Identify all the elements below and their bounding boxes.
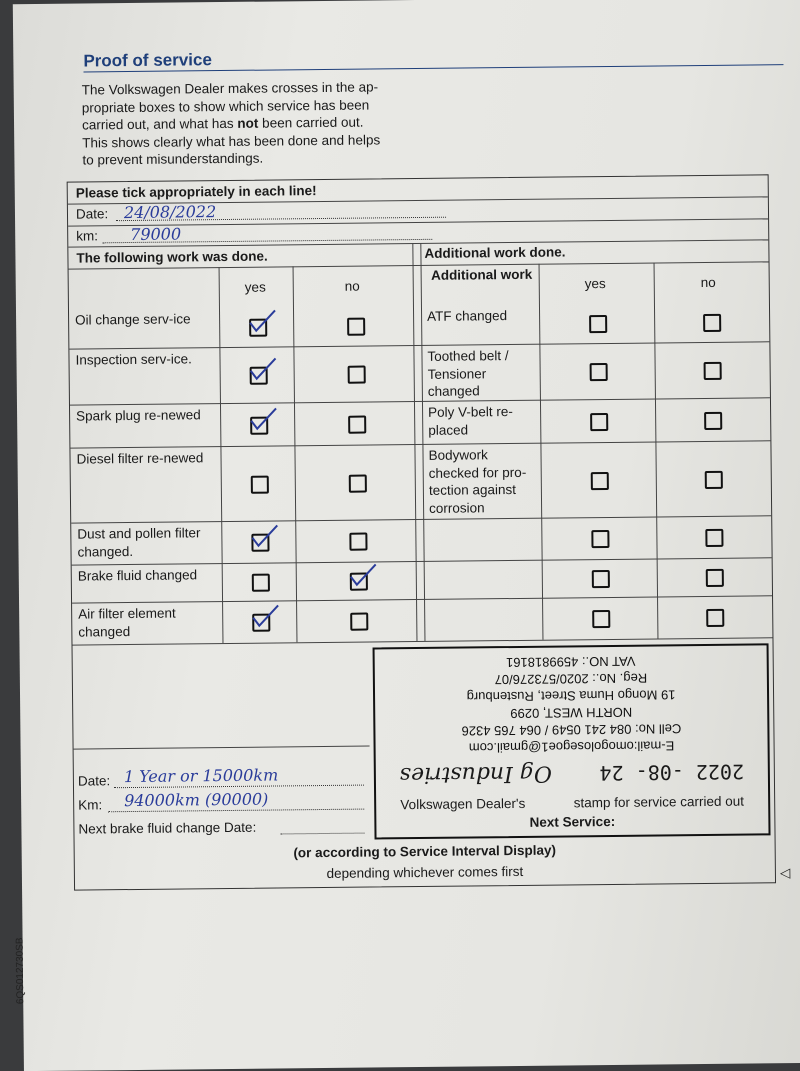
interval-note: (or according to Service Interval Displa… [293, 842, 557, 861]
no-header: no [700, 274, 716, 291]
right-row-label: Bodywork checked for pro-tection against… [428, 447, 527, 516]
left-row-label: Diesel filter re-newed [76, 450, 204, 467]
right-yes-checkbox[interactable] [590, 471, 609, 490]
right-heading: Additional work done. [424, 244, 566, 261]
left-no-checkbox[interactable] [347, 365, 366, 384]
right-row-label: Poly V-belt re-placed [428, 404, 513, 438]
left-no-checkbox[interactable] [347, 317, 366, 336]
intro-text: The Volkswagen Dealer makes crosses in t… [81, 79, 381, 168]
service-table: Please tick appropriately in each line! … [66, 174, 777, 891]
left-no-checkbox[interactable] [350, 612, 369, 631]
right-row-label [430, 563, 540, 564]
right-no-checkbox[interactable] [705, 568, 724, 587]
right-row-label [429, 521, 539, 522]
right-yes-checkbox[interactable] [589, 363, 608, 382]
brake-fluid-label: Next brake fluid change Date: [78, 819, 257, 837]
next-date-label: Date: [77, 773, 111, 789]
left-row-label: Inspection serv-ice. [75, 351, 192, 368]
tick-mark-icon [247, 357, 277, 381]
next-page-arrow-icon[interactable]: ◁ [779, 865, 791, 881]
km-label: km: [76, 228, 99, 244]
next-km-label: Km: [78, 797, 103, 813]
right-no-checkbox[interactable] [705, 528, 724, 547]
right-no-checkbox[interactable] [703, 313, 722, 333]
stamp-date: 2022 -08- 24 [599, 759, 745, 786]
brake-dotted-line [280, 832, 365, 835]
no-header: no [344, 278, 360, 294]
right-no-checkbox[interactable] [704, 411, 723, 430]
stamp-caption: Volkswagen Dealer's [400, 795, 526, 812]
tick-mark-icon [249, 523, 278, 548]
right-row-label: ATF changed [426, 308, 508, 324]
left-heading: The following work was done. [76, 248, 268, 266]
left-no-checkbox[interactable] [348, 415, 367, 434]
instruction: Please tick appropriately in each line! [75, 183, 317, 201]
left-no-checkbox[interactable] [348, 474, 367, 493]
left-row-label: Oil change serv-ice [75, 311, 191, 328]
right-row-label [430, 601, 540, 602]
left-yes-checkbox[interactable] [250, 475, 269, 494]
right-yes-checkbox[interactable] [590, 412, 609, 431]
right-no-checkbox[interactable] [706, 608, 725, 627]
right-row-label: Toothed belt / Tensioner changed [427, 348, 509, 399]
left-row-label: Air filter element changed [78, 605, 176, 640]
next-service-km[interactable]: 94000km (90000) [124, 789, 269, 811]
tick-mark-icon [247, 309, 276, 333]
right-no-checkbox[interactable] [703, 361, 722, 381]
left-row-label: Brake fluid changed [77, 567, 198, 584]
service-booklet-page: Proof of service The Volkswagen Dealer m… [12, 0, 800, 1071]
dealer-stamp: E-mail:omogolosegoe1@gmail.com Cell No: … [372, 643, 771, 840]
stamp-caption: stamp for service carried out [573, 793, 745, 810]
next-service-label: Next Service: [529, 813, 616, 830]
right-yes-checkbox[interactable] [591, 569, 610, 589]
tick-mark-icon [250, 603, 279, 628]
page-title: Proof of service [83, 50, 212, 71]
service-km[interactable]: 79000 [130, 224, 182, 244]
date-label: Date: [75, 206, 109, 222]
document-code: 6QS012730SB [14, 937, 27, 1005]
tick-mark-icon [248, 406, 277, 430]
yes-header: yes [584, 276, 606, 292]
stamp-signature: Og Industries [399, 761, 553, 788]
left-row-label: Dust and pollen filter changed. [77, 525, 201, 560]
stamp-address-block: E-mail:omogolosegoe1@gmail.com Cell No: … [461, 653, 682, 756]
service-date[interactable]: 24/08/2022 [123, 202, 217, 223]
yes-header: yes [244, 279, 266, 295]
whichever-first-note: depending whichever comes first [326, 863, 524, 881]
additional-work-header: Additional work [430, 266, 533, 283]
left-row-label: Spark plug re-newed [76, 407, 201, 424]
right-yes-checkbox[interactable] [589, 315, 608, 334]
left-no-checkbox[interactable] [349, 532, 368, 551]
next-service-date[interactable]: 1 Year or 15000km [123, 765, 279, 787]
right-yes-checkbox[interactable] [592, 609, 611, 629]
tick-mark-icon [348, 562, 377, 587]
left-yes-checkbox[interactable] [251, 573, 270, 592]
right-no-checkbox[interactable] [704, 470, 723, 489]
right-yes-checkbox[interactable] [591, 529, 610, 549]
